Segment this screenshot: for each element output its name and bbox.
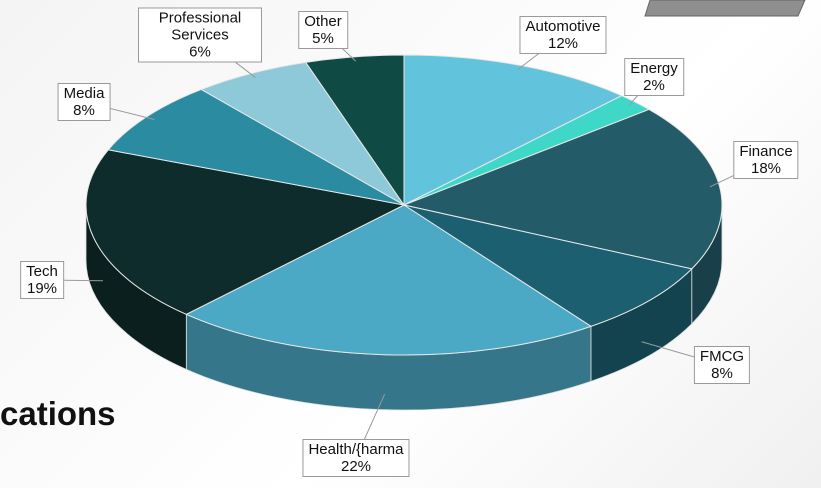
- slice: [402, 108, 723, 270]
- decor-shape: [644, 0, 806, 17]
- label-name: Other: [304, 13, 342, 30]
- data-label: Health/{harma 22%: [302, 439, 410, 477]
- slice: [403, 54, 623, 206]
- data-label: Media 8%: [57, 83, 111, 121]
- heading: cations: [0, 395, 116, 432]
- label-name: Health/{harma: [308, 441, 404, 458]
- label-value: 8%: [73, 102, 95, 119]
- label-value: 12%: [547, 35, 579, 52]
- tops: [85, 54, 723, 356]
- label-value: 2%: [643, 77, 665, 94]
- label-value: 6%: [189, 43, 211, 61]
- data-label: FMCG 8%: [693, 346, 751, 384]
- label-name: Professional Services: [158, 9, 242, 44]
- data-label: Finance 18%: [733, 141, 799, 179]
- slice: [403, 204, 693, 327]
- label-name: FMCG: [699, 348, 745, 365]
- label-name: Tech: [26, 263, 58, 280]
- slice: [185, 204, 593, 356]
- slice: [85, 149, 406, 315]
- sides: [85, 204, 723, 411]
- data-label: Professional Services 6%: [138, 7, 262, 63]
- data-label: Energy 2%: [624, 58, 684, 96]
- data-label: Automotive 12%: [519, 16, 607, 54]
- label-name: Finance: [739, 143, 793, 160]
- label-value: 22%: [340, 458, 372, 475]
- data-label: Other 5%: [298, 11, 348, 49]
- label-name: Energy: [630, 60, 678, 77]
- label-value: 5%: [312, 30, 334, 47]
- slice: [107, 88, 405, 206]
- data-label: Tech 19%: [20, 261, 64, 299]
- slice: [304, 54, 405, 207]
- label-value: 8%: [711, 365, 733, 382]
- label-value: 18%: [750, 160, 782, 177]
- label-name: Media: [63, 85, 105, 102]
- label-value: 19%: [26, 280, 58, 297]
- label-name: Automotive: [525, 18, 601, 35]
